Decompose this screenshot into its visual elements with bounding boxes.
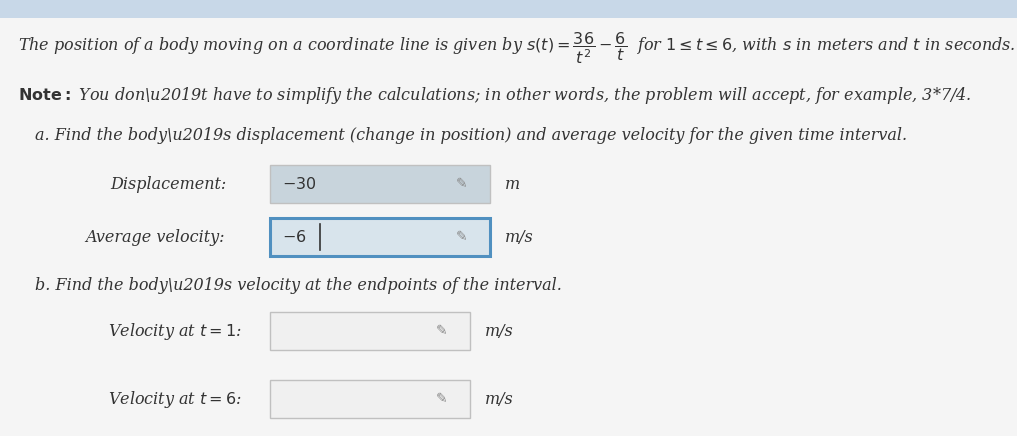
Text: Velocity at $t = 1$:: Velocity at $t = 1$: xyxy=(108,320,242,341)
FancyBboxPatch shape xyxy=(270,165,490,203)
Text: ✎: ✎ xyxy=(436,392,447,406)
Text: ✎: ✎ xyxy=(436,324,447,338)
Text: m/s: m/s xyxy=(505,228,534,245)
Text: m/s: m/s xyxy=(485,391,514,408)
Text: b. Find the body\u2019s velocity at the endpoints of the interval.: b. Find the body\u2019s velocity at the … xyxy=(35,276,561,293)
Text: m/s: m/s xyxy=(485,323,514,340)
Text: $-6$: $-6$ xyxy=(282,228,306,245)
Text: Velocity at $t = 6$:: Velocity at $t = 6$: xyxy=(108,388,242,409)
Text: ✎: ✎ xyxy=(457,230,468,244)
Text: ✎: ✎ xyxy=(457,177,468,191)
FancyBboxPatch shape xyxy=(0,18,1017,436)
FancyBboxPatch shape xyxy=(270,312,470,350)
FancyBboxPatch shape xyxy=(0,0,1017,18)
Text: $\mathbf{Note:}$ You don\u2019t have to simplify the calculations; in other word: $\mathbf{Note:}$ You don\u2019t have to … xyxy=(18,85,971,106)
Text: Displacement:: Displacement: xyxy=(110,176,226,193)
Text: m: m xyxy=(505,176,520,193)
FancyBboxPatch shape xyxy=(270,218,490,256)
Text: a. Find the body\u2019s displacement (change in position) and average velocity f: a. Find the body\u2019s displacement (ch… xyxy=(35,126,907,143)
Text: The position of a body moving on a coordinate line is given by $s(t) = \dfrac{36: The position of a body moving on a coord… xyxy=(18,30,1016,66)
Text: Average velocity:: Average velocity: xyxy=(85,228,225,245)
FancyBboxPatch shape xyxy=(270,380,470,418)
Text: $-30$: $-30$ xyxy=(282,176,316,193)
